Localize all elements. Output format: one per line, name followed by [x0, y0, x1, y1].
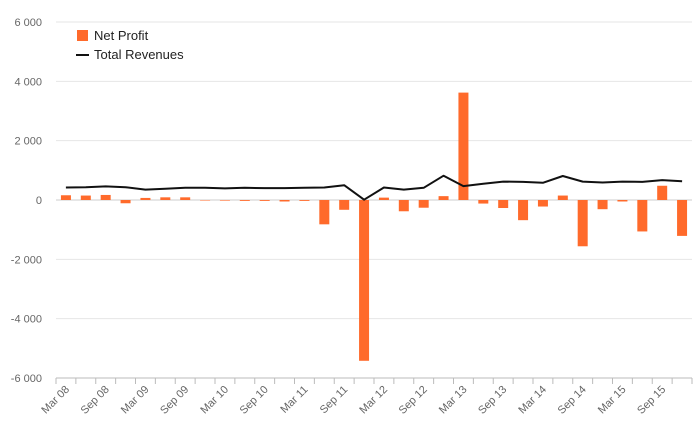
- bar-net-profit[interactable]: [418, 200, 429, 208]
- y-tick-label: -2 000: [11, 254, 42, 266]
- bar-net-profit[interactable]: [319, 200, 330, 225]
- bar-net-profit[interactable]: [398, 200, 409, 212]
- legend-label-total-revenues[interactable]: Total Revenues: [94, 47, 184, 62]
- bar-net-profit[interactable]: [537, 200, 548, 207]
- x-tick-label: Mar 13: [437, 384, 470, 417]
- bar-net-profit[interactable]: [378, 197, 389, 200]
- bar-net-profit[interactable]: [160, 197, 171, 200]
- legend-label-net-profit[interactable]: Net Profit: [94, 28, 149, 43]
- bar-net-profit[interactable]: [60, 195, 71, 200]
- x-tick-label: Mar 12: [357, 384, 390, 417]
- x-tick-label: Sep 12: [397, 384, 430, 417]
- bar-net-profit[interactable]: [100, 194, 111, 200]
- x-tick-label: Mar 10: [198, 384, 231, 417]
- bar-net-profit[interactable]: [80, 195, 91, 200]
- bar-net-profit[interactable]: [518, 200, 529, 221]
- x-tick-label: Sep 09: [158, 384, 191, 417]
- x-tick-label: Mar 15: [596, 384, 629, 417]
- net-profit-bars: [60, 92, 688, 361]
- y-tick-label: 6 000: [14, 17, 42, 29]
- bar-net-profit[interactable]: [458, 92, 469, 200]
- x-tick-label: Mar 14: [516, 384, 549, 417]
- x-tick-label: Sep 13: [476, 384, 509, 417]
- y-tick-label: 2 000: [14, 136, 42, 148]
- gridlines: [56, 21, 692, 379]
- bar-net-profit[interactable]: [478, 200, 489, 204]
- total-revenues-line: [65, 174, 683, 201]
- bar-net-profit[interactable]: [657, 185, 668, 200]
- bar-net-profit[interactable]: [299, 200, 310, 201]
- bar-net-profit[interactable]: [637, 200, 648, 232]
- x-tick-label: Sep 15: [635, 384, 668, 417]
- bar-net-profit[interactable]: [597, 200, 608, 210]
- bar-net-profit[interactable]: [677, 200, 688, 236]
- x-tick-label: Sep 10: [238, 384, 271, 417]
- bar-net-profit[interactable]: [279, 200, 290, 202]
- legend-swatch-net-profit[interactable]: [77, 30, 88, 41]
- bar-net-profit[interactable]: [259, 200, 270, 201]
- x-tick-label: Mar 08: [39, 384, 72, 417]
- y-tick-label: 4 000: [14, 76, 42, 88]
- legend: Net Profit Total Revenues: [76, 28, 184, 62]
- bar-net-profit[interactable]: [219, 200, 230, 201]
- bar-net-profit[interactable]: [498, 200, 509, 209]
- line-total-revenues[interactable]: [65, 174, 683, 201]
- x-tick-label: Sep 14: [556, 384, 589, 417]
- bar-net-profit[interactable]: [180, 197, 191, 200]
- x-tick-label: Sep 11: [318, 384, 351, 417]
- x-tick-label: Mar 11: [278, 384, 310, 416]
- bar-net-profit[interactable]: [120, 200, 131, 204]
- y-tick-label: 0: [36, 195, 42, 207]
- x-tick-label: Mar 09: [119, 384, 152, 417]
- bar-net-profit[interactable]: [557, 195, 568, 200]
- bar-net-profit[interactable]: [617, 200, 628, 202]
- x-tick-label: Sep 08: [79, 384, 112, 417]
- bar-net-profit[interactable]: [359, 200, 370, 361]
- bar-net-profit[interactable]: [438, 196, 449, 200]
- y-tick-label: -6 000: [11, 373, 42, 385]
- bar-net-profit[interactable]: [239, 200, 250, 201]
- bar-net-profit[interactable]: [577, 200, 588, 247]
- bar-net-profit[interactable]: [339, 200, 350, 210]
- y-axis: 6 000 4 000 2 000 0 -2 000 -4 000 -6 000: [11, 17, 42, 385]
- bar-net-profit[interactable]: [140, 197, 151, 200]
- bar-net-profit[interactable]: [200, 200, 211, 201]
- x-axis: Mar 08 Sep 08 Mar 09 Sep 09 Mar 10 Sep 10 Mar …: [39, 377, 693, 417]
- y-tick-label: -4 000: [11, 314, 42, 326]
